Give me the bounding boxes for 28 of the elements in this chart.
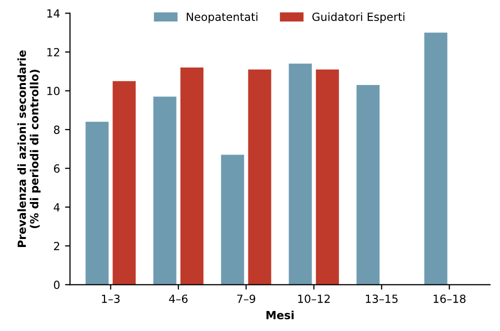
y-axis-title: Prevalenza di azioni secondarie (% di periodi di controllo) <box>17 50 41 248</box>
x-axis-title: Mesi <box>266 310 294 320</box>
bar <box>288 64 312 285</box>
y-tick-label: 12 <box>47 48 60 56</box>
y-tick-label: 10 <box>47 86 60 96</box>
y-tick-label: 8 <box>54 126 60 134</box>
bar <box>153 96 176 285</box>
bar <box>112 81 136 285</box>
bar <box>356 84 380 285</box>
bar <box>86 122 109 285</box>
bar <box>180 68 204 285</box>
x-tick-label: 13–15 <box>366 294 398 303</box>
x-tick-label: 16–18 <box>434 294 466 303</box>
y-tick-label: 4 <box>54 203 60 212</box>
y-tick-label: 0 <box>54 280 60 290</box>
bar <box>316 69 339 285</box>
y-tick-label: 14 <box>47 9 60 18</box>
y-tick-label: 2 <box>54 242 60 250</box>
x-tick-label: 1–3 <box>102 294 120 303</box>
bar <box>424 32 448 285</box>
x-tick-label: 4–6 <box>169 294 188 303</box>
bar <box>248 69 272 285</box>
x-tick-label: 7–9 <box>237 294 256 303</box>
legend-label: Guidatori Esperti <box>312 12 404 24</box>
legend-label: Neopatentati <box>186 12 258 24</box>
x-tick-label: 10–12 <box>298 294 330 303</box>
bar <box>221 154 244 285</box>
y-tick-label: 6 <box>54 164 60 173</box>
